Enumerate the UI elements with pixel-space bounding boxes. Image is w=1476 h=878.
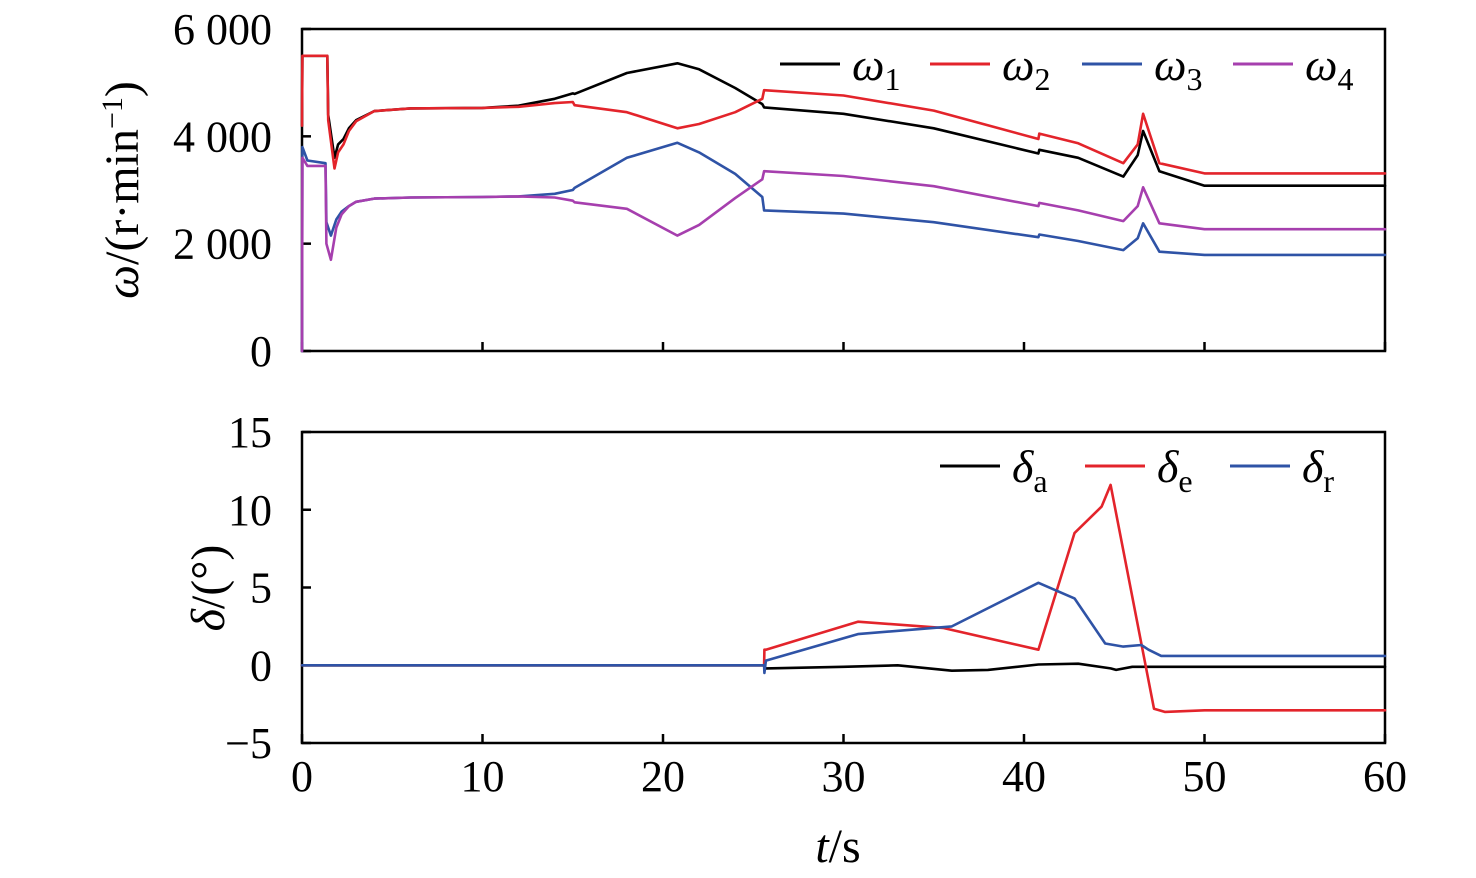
y-tick-label: 10 — [228, 486, 272, 535]
y-tick-label: 0 — [250, 641, 272, 690]
legend-label-δe: δe — [1157, 441, 1193, 499]
x-tick-label: 0 — [291, 752, 313, 801]
omega-panel: 0 2 000 4 000 6 000 ω1 ω2 ω3 ω4 — [173, 5, 1387, 376]
legend-label-ω1: ω1 — [852, 39, 900, 97]
delta-y-axis-label: δ/(°) — [182, 545, 235, 632]
legend-label-δr: δr — [1302, 441, 1334, 499]
x-axis-label: t/s — [815, 820, 860, 873]
series-line-ω3 — [300, 141, 1387, 353]
delta-panel: 0 10 20 30 40 50 60 −5 0 5 10 15 δa δe δr — [225, 408, 1407, 801]
y-tick-label: 5 — [250, 564, 272, 613]
y-tick-label: 0 — [250, 327, 272, 376]
series-line-ω4 — [300, 156, 1387, 353]
x-tick-label: 60 — [1363, 752, 1407, 801]
series-line-δe — [300, 483, 1387, 714]
omega-y-axis-label: ω/(r·min−1) — [96, 81, 149, 299]
x-tick-label: 20 — [641, 752, 685, 801]
x-tick-label: 40 — [1002, 752, 1046, 801]
y-tick-label: 2 000 — [173, 220, 272, 269]
y-tick-label: −5 — [225, 719, 272, 768]
x-tick-label: 10 — [461, 752, 505, 801]
y-tick-label: 4 000 — [173, 112, 272, 161]
series-line-ω1 — [300, 54, 1387, 187]
x-tick-label: 50 — [1183, 752, 1227, 801]
legend-label-δa: δa — [1012, 441, 1048, 499]
y-tick-label: 15 — [228, 408, 272, 457]
legend-label-ω2: ω2 — [1002, 39, 1050, 97]
legend-label-ω3: ω3 — [1154, 39, 1202, 97]
legend-label-ω4: ω4 — [1305, 39, 1353, 97]
omega-plot-frame — [300, 27, 1387, 353]
series-line-ω2 — [300, 54, 1387, 175]
delta-plot-frame — [300, 430, 1387, 745]
series-line-δa — [300, 662, 1387, 673]
series-line-δr — [300, 581, 1387, 675]
x-tick-label: 30 — [822, 752, 866, 801]
y-tick-label: 6 000 — [173, 5, 272, 54]
